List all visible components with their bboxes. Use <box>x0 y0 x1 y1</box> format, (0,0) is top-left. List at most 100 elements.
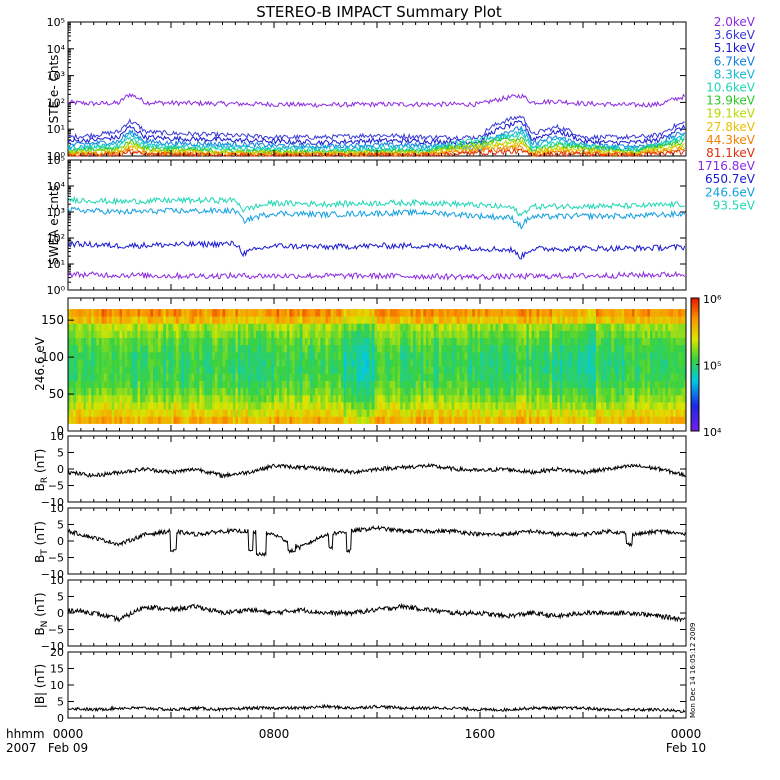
heatmap-cell <box>500 366 504 374</box>
heatmap-cell <box>232 316 236 324</box>
heatmap-cell <box>299 316 303 324</box>
heatmap-cell <box>418 409 422 417</box>
heatmap-cell <box>649 394 653 403</box>
heatmap-cell <box>194 380 198 389</box>
colorbar-segment <box>691 342 699 346</box>
heatmap-cell <box>165 409 169 417</box>
heatmap-cell <box>219 337 223 346</box>
heatmap-cell <box>379 330 383 339</box>
heatmap-cell <box>122 330 125 339</box>
heatmap-cell <box>608 394 612 403</box>
heatmap-cell <box>132 337 136 346</box>
heatmap-cell <box>443 344 447 353</box>
heatmap-cell <box>214 373 218 381</box>
heatmap-cell <box>124 373 128 381</box>
heatmap-cell <box>469 323 473 331</box>
heatmap-cell <box>379 409 383 417</box>
heatmap-cell <box>482 316 486 324</box>
heatmap-cell <box>150 359 154 367</box>
heatmap-cell <box>626 380 630 389</box>
heatmap-cell <box>513 359 517 367</box>
heatmap-cell <box>217 352 221 360</box>
heatmap-cell <box>593 337 597 346</box>
heatmap-cell <box>606 373 610 381</box>
heatmap-cell <box>335 330 339 339</box>
heatmap-cell <box>443 416 447 424</box>
heatmap-cell <box>127 352 131 360</box>
heatmap-cell <box>80 373 84 381</box>
heatmap-cell <box>503 416 507 424</box>
heatmap-cell <box>575 352 579 360</box>
heatmap-cell <box>431 366 434 374</box>
heatmap-cell <box>232 387 236 396</box>
heatmap-cell <box>168 409 172 417</box>
heatmap-cell <box>534 409 537 417</box>
heatmap-cell <box>647 359 651 367</box>
heatmap-cell <box>680 380 684 389</box>
heatmap-cell <box>124 416 128 424</box>
heatmap-cell <box>266 366 270 374</box>
br-ylabel-sub: R <box>40 477 50 483</box>
heatmap-cell <box>557 402 561 410</box>
heatmap-cell <box>572 309 576 317</box>
heatmap-cell <box>400 380 404 389</box>
heatmap-cell <box>245 373 249 381</box>
heatmap-cell <box>665 316 669 324</box>
heatmap-cell <box>531 409 535 417</box>
heatmap-cell <box>374 323 378 331</box>
heatmap-cell <box>369 359 373 367</box>
heatmap-cell <box>330 337 334 346</box>
colorbar-segment <box>691 366 699 370</box>
heatmap-cell <box>425 394 429 403</box>
heatmap-cell <box>173 344 177 353</box>
heatmap-cell <box>634 402 638 410</box>
heatmap-cell <box>436 380 440 389</box>
heatmap-cell <box>456 380 460 389</box>
heatmap-cell <box>281 394 285 403</box>
heatmap-cell <box>420 380 424 389</box>
heatmap-cell <box>134 409 138 417</box>
heatmap-cell <box>397 373 401 381</box>
heatmap-cell <box>358 373 362 381</box>
heatmap-cell <box>284 344 288 353</box>
heatmap-cell <box>562 366 566 374</box>
heatmap-cell <box>366 416 370 424</box>
heatmap-cell <box>464 387 468 396</box>
heatmap-cell <box>263 402 267 410</box>
heatmap-cell <box>492 337 496 346</box>
heatmap-cell <box>443 373 447 381</box>
heatmap-cell <box>492 416 496 424</box>
heatmap-cell <box>490 366 494 374</box>
heatmap-cell <box>328 352 331 360</box>
heatmap-cell <box>459 409 463 417</box>
heatmap-cell <box>433 344 437 353</box>
heatmap-cell <box>446 309 450 317</box>
heatmap-cell <box>624 402 628 410</box>
heatmap-cell <box>310 309 313 317</box>
heatmap-cell <box>86 366 89 374</box>
heatmap-cell <box>601 416 604 424</box>
heatmap-cell <box>176 316 180 324</box>
heatmap-cell <box>644 344 648 353</box>
heatmap-cell <box>91 402 95 410</box>
heatmap-cell <box>274 394 277 403</box>
heatmap-cell <box>199 402 203 410</box>
heatmap-cell <box>299 309 303 317</box>
heatmap-cell <box>624 366 628 374</box>
heatmap-cell <box>459 394 463 403</box>
heatmap-cell <box>613 337 617 346</box>
heatmap-cell <box>585 359 589 367</box>
heatmap-cell <box>472 394 476 403</box>
heatmap-cell <box>402 352 406 360</box>
heatmap-cell <box>649 380 653 389</box>
heatmap-cell <box>487 337 491 346</box>
heatmap-cell <box>299 387 303 396</box>
heatmap-cell <box>660 409 664 417</box>
heatmap-cell <box>225 316 228 324</box>
heatmap-cell <box>397 387 401 396</box>
heatmap-cell <box>237 366 241 374</box>
heatmap-cell <box>83 402 87 410</box>
heatmap-cell <box>387 366 391 374</box>
heatmap-cell <box>158 402 162 410</box>
heatmap-cell <box>201 380 205 389</box>
